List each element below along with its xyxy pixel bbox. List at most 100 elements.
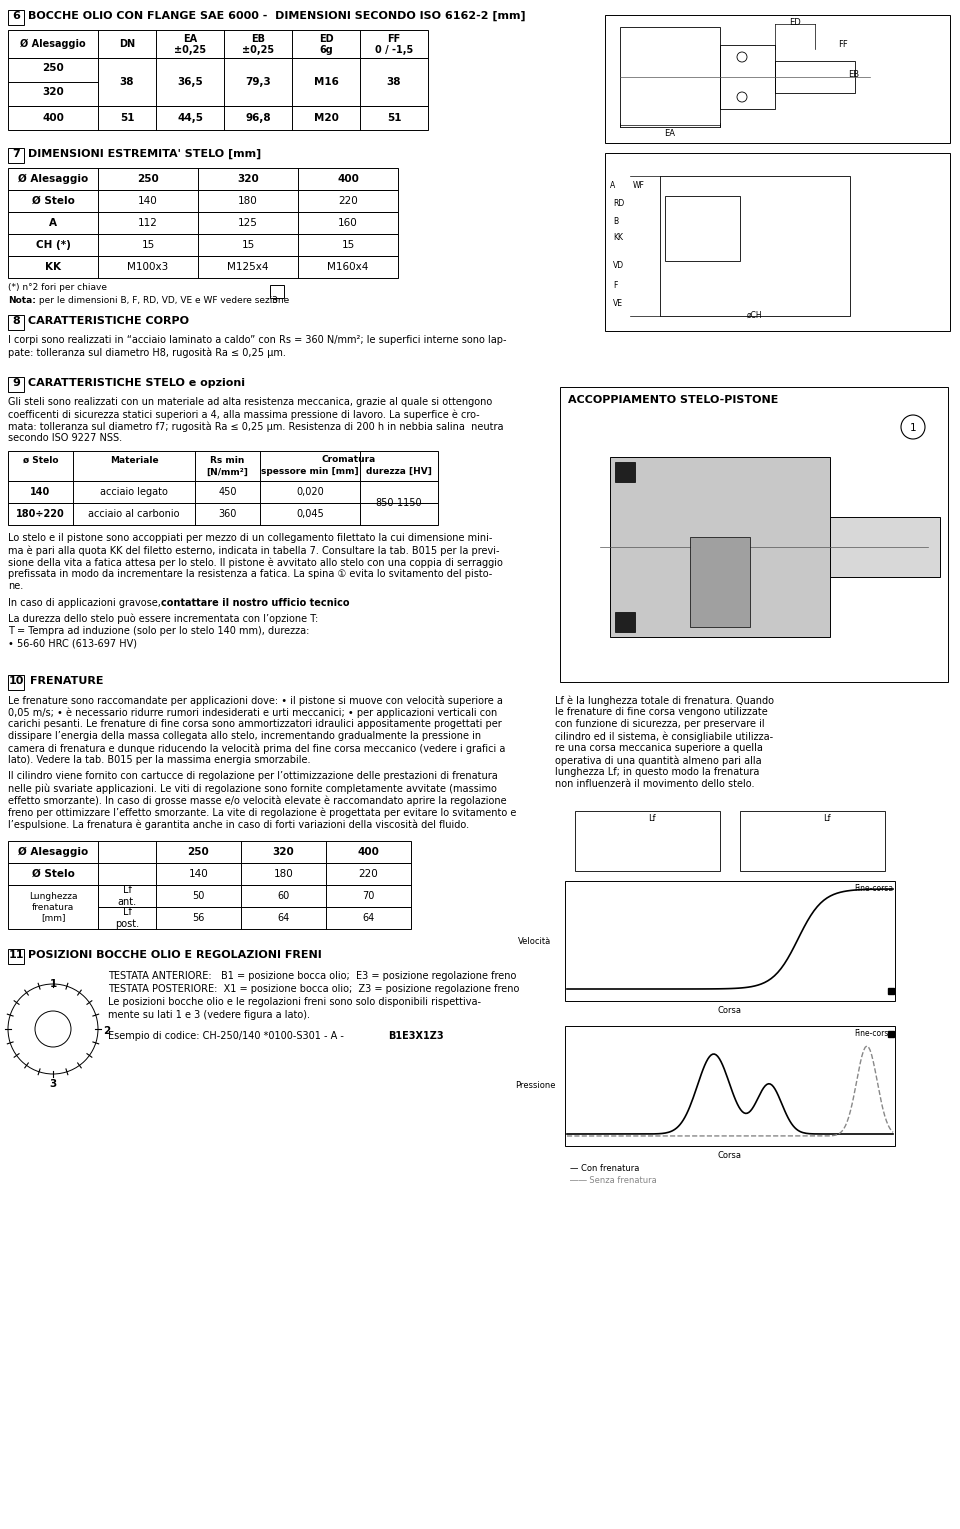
Bar [8,11,24,24]
Text: BOCCHE OLIO CON FLANGE SAE 6000 -  DIMENSIONI SECONDO ISO 6162-2 [mm]: BOCCHE OLIO CON FLANGE SAE 6000 - DIMENS… [28,11,526,21]
Text: Lf
post.: Lf post. [115,907,139,928]
Text: Il cilindro viene fornito con cartucce di regolazione per l’ottimizzazione delle: Il cilindro viene fornito con cartucce d… [8,771,497,781]
Text: I corpi sono realizzati in “acciaio laminato a caldo” con Rs = 360 N/mm²; le sup: I corpi sono realizzati in “acciaio lami… [8,335,507,346]
Text: spessore min [mm]: spessore min [mm] [261,466,359,476]
Text: 125: 125 [238,219,258,228]
Text: Le posizioni bocche olio e le regolazioni freni sono solo disponibili rispettiva: Le posizioni bocche olio e le regolazion… [108,997,481,1008]
Text: 1: 1 [49,979,57,989]
Text: ED: ED [319,34,333,44]
Text: freno per ottimizzare l’effetto smorzante. La vite di regolazione è progettata p: freno per ottimizzare l’effetto smorzant… [8,807,516,818]
Con frenatura [622,1125,634,1144]
Text: — Con frenatura: — Con frenatura [570,1164,639,1173]
Text: 250: 250 [137,174,158,183]
Text: B1E3X1Z3: B1E3X1Z3 [388,1031,444,1041]
Text: Ø Alesaggio: Ø Alesaggio [18,847,88,858]
Text: Nota:: Nota: [8,297,36,304]
Text: per le dimensioni B, F, RD, VD, VE e WF vedere sezione: per le dimensioni B, F, RD, VD, VE e WF … [36,297,292,304]
Text: Gli steli sono realizzati con un materiale ad alta resistenza meccanica, grazie : Gli steli sono realizzati con un materia… [8,398,492,407]
Bar [610,457,830,638]
Con frenatura [708,1044,720,1063]
Text: 0,020: 0,020 [296,488,324,497]
Text: 250: 250 [187,847,209,856]
Text: RD: RD [613,199,624,208]
Text: FRENATURE: FRENATURE [30,676,104,687]
Text: 2: 2 [103,1026,110,1037]
Bar [615,462,635,482]
Text: 8: 8 [12,317,20,326]
Text: CARATTERISTICHE STELO e opzioni: CARATTERISTICHE STELO e opzioni [28,378,245,388]
Text: 180÷220: 180÷220 [16,509,65,518]
Text: 180: 180 [274,868,294,879]
Text: TESTATA ANTERIORE:   B1 = posizione bocca olio;  E3 = posizione regolazione fren: TESTATA ANTERIORE: B1 = posizione bocca … [108,971,516,982]
Bar [98,907,411,930]
Text: ne.: ne. [8,581,23,592]
Bar [605,153,950,330]
Text: acciaio legato: acciaio legato [100,488,168,497]
Text: Fine-corsa: Fine-corsa [853,1029,893,1038]
Text: prefissata in modo da incrementare la resistenza a fatica. La spina ① evita lo s: prefissata in modo da incrementare la re… [8,569,492,579]
Text: sione della vita a fatica attesa per lo stelo. Il pistone è avvitato allo stelo : sione della vita a fatica attesa per lo … [8,557,503,567]
Senza frenatura [873,1078,884,1096]
Text: In caso di applicazioni gravose,: In caso di applicazioni gravose, [8,598,164,609]
Text: Fine-corsa: Fine-corsa [853,884,893,893]
Text: 320: 320 [273,847,295,856]
Text: A: A [611,180,615,190]
Text: lunghezza Lf; in questo modo la frenatura: lunghezza Lf; in questo modo la frenatur… [555,768,759,777]
Text: operativa di una quantità almeno pari alla: operativa di una quantità almeno pari al… [555,755,761,766]
Text: 360: 360 [218,509,237,518]
Text: acciaio al carbonio: acciaio al carbonio [88,509,180,518]
Text: Lf: Lf [823,813,830,823]
Text: VD: VD [613,261,624,271]
Text: 96,8: 96,8 [245,113,271,122]
Bar [615,612,635,631]
Text: 64: 64 [277,913,290,924]
Text: 79,3: 79,3 [245,76,271,87]
Bar [8,451,438,482]
Text: cilindro ed il sistema, è consigliabile utilizza-: cilindro ed il sistema, è consigliabile … [555,731,773,742]
Con frenatura [861,1125,873,1144]
Text: 64: 64 [362,913,374,924]
Bar [8,190,398,213]
Line: Con frenatura: Con frenatura [567,1053,893,1135]
Text: Lo stelo e il pistone sono accoppiati per mezzo di un collegamento filettato la : Lo stelo e il pistone sono accoppiati pe… [8,534,492,543]
Text: Esempio di codice: CH-250/140 *0100-S301 - A -: Esempio di codice: CH-250/140 *0100-S301… [108,1031,347,1041]
Text: Pressione: Pressione [515,1081,555,1090]
Bar [8,58,428,106]
Text: l’espulsione. La frenatura è garantita anche in caso di forti variazioni della v: l’espulsione. La frenatura è garantita a… [8,820,469,830]
Bar [830,517,940,576]
Senza frenatura [859,1038,871,1057]
Bar [565,881,895,1001]
Text: 15: 15 [141,240,155,251]
Text: carichi pesanti. Le frenature di fine corsa sono ammortizzatori idraulici apposi: carichi pesanti. Le frenature di fine co… [8,719,502,729]
Bar [690,537,750,627]
Senza frenatura [861,1037,873,1055]
Text: CH (*): CH (*) [36,240,70,251]
Text: Cromatura: Cromatura [322,456,376,463]
Text: effetto smorzante). In caso di grosse masse e/o velocità elevate è raccomandato : effetto smorzante). In caso di grosse ma… [8,795,507,806]
Text: 320: 320 [42,87,64,96]
Bar [8,213,398,234]
Text: • 56-60 HRC (613-697 HV): • 56-60 HRC (613-697 HV) [8,638,137,648]
Bar [775,61,855,93]
Text: 56: 56 [192,913,204,924]
Text: Lf è la lunghezza totale di frenatura. Quando: Lf è la lunghezza totale di frenatura. Q… [555,696,774,705]
Text: Ø Stelo: Ø Stelo [32,196,75,206]
Text: Ø Alesaggio: Ø Alesaggio [18,174,88,183]
Text: B: B [613,217,618,226]
Text: M160x4: M160x4 [327,261,369,272]
Text: FF: FF [838,40,848,49]
Text: .: . [344,598,347,609]
Text: camera di frenatura e dunque riducendo la velocità prima del fine corsa meccanic: camera di frenatura e dunque riducendo l… [8,743,505,754]
Text: Rs min: Rs min [210,456,245,465]
Text: 450: 450 [218,488,237,497]
Text: ø Stelo: ø Stelo [23,456,59,465]
Senza frenatura [562,1127,573,1145]
Text: mata: tolleranza sul diametro f7; rugosità Ra ≤ 0,25 µm. Resistenza di 200 h in : mata: tolleranza sul diametro f7; rugosi… [8,420,503,431]
Text: 38: 38 [387,76,401,87]
Text: POSIZIONI BOCCHE OLIO E REGOLAZIONI FRENI: POSIZIONI BOCCHE OLIO E REGOLAZIONI FREN… [28,950,322,960]
Bar [8,950,24,963]
Senza frenatura [574,1127,586,1145]
Text: M16: M16 [314,76,339,87]
Bar [565,1026,895,1147]
Text: ―― Senza frenatura: ―― Senza frenatura [570,1176,657,1185]
